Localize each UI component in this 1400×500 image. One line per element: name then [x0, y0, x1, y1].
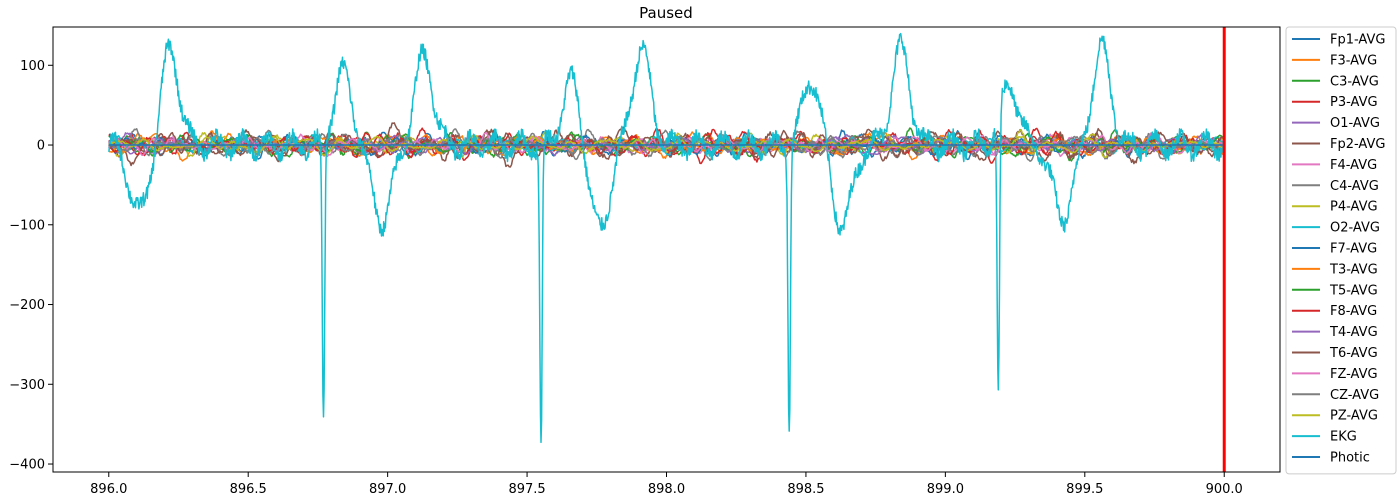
x-axis: 896.0 896.5 897.0 897.5 898.0 898.5 899.0 899.5… — [90, 472, 1243, 497]
legend-label: FZ-AVG — [1330, 367, 1378, 382]
x-tick-label: 899.5 — [1066, 482, 1103, 497]
legend-label: P4-AVG — [1330, 200, 1378, 215]
legend-label: O1-AVG — [1330, 116, 1380, 131]
y-axis: 100 0 −100 −200 −300 −400 — [9, 59, 53, 473]
series-ekg-line — [108, 32, 1225, 444]
legend-label: C3-AVG — [1330, 74, 1379, 89]
series-layer — [108, 32, 1225, 444]
legend-label: T6-AVG — [1329, 346, 1378, 361]
legend-label: Fp2-AVG — [1330, 137, 1385, 152]
chart-title: Paused — [639, 4, 693, 22]
legend-label: F3-AVG — [1330, 53, 1377, 68]
legend-label: O2-AVG — [1330, 221, 1380, 236]
x-tick-label: 896.0 — [90, 482, 127, 497]
legend-label: T3-AVG — [1329, 262, 1378, 277]
x-tick-label: 898.0 — [648, 482, 685, 497]
legend-label: CZ-AVG — [1330, 388, 1379, 403]
legend-label: PZ-AVG — [1330, 409, 1378, 424]
legend-label: P3-AVG — [1330, 95, 1378, 110]
legend-label: F7-AVG — [1330, 242, 1377, 257]
x-tick-label: 898.5 — [787, 482, 824, 497]
legend-label: C4-AVG — [1330, 179, 1379, 194]
y-tick-label: 100 — [20, 59, 45, 74]
legend-label: T5-AVG — [1329, 283, 1378, 298]
legend: Fp1-AVG F3-AVG C3-AVG P3-AVG O1-AVG Fp2-AVG F4… — [1285, 26, 1397, 475]
y-tick-label: −200 — [9, 298, 45, 313]
x-tick-label: 897.0 — [369, 482, 406, 497]
y-tick-label: 0 — [37, 139, 45, 154]
y-tick-label: −100 — [9, 218, 45, 233]
legend-label: Photic — [1330, 451, 1370, 466]
legend-label: EKG — [1330, 430, 1357, 445]
legend-label: F4-AVG — [1330, 158, 1377, 173]
legend-label: F8-AVG — [1330, 304, 1377, 319]
x-tick-label: 896.5 — [230, 482, 267, 497]
x-tick-label: 899.0 — [927, 482, 964, 497]
x-tick-label: 900.0 — [1206, 482, 1243, 497]
y-tick-label: −400 — [9, 458, 45, 473]
x-tick-label: 897.5 — [508, 482, 545, 497]
legend-label: Fp1-AVG — [1330, 33, 1385, 48]
y-tick-label: −300 — [9, 378, 45, 393]
legend-frame — [1285, 26, 1397, 475]
legend-label: T4-AVG — [1329, 325, 1378, 340]
